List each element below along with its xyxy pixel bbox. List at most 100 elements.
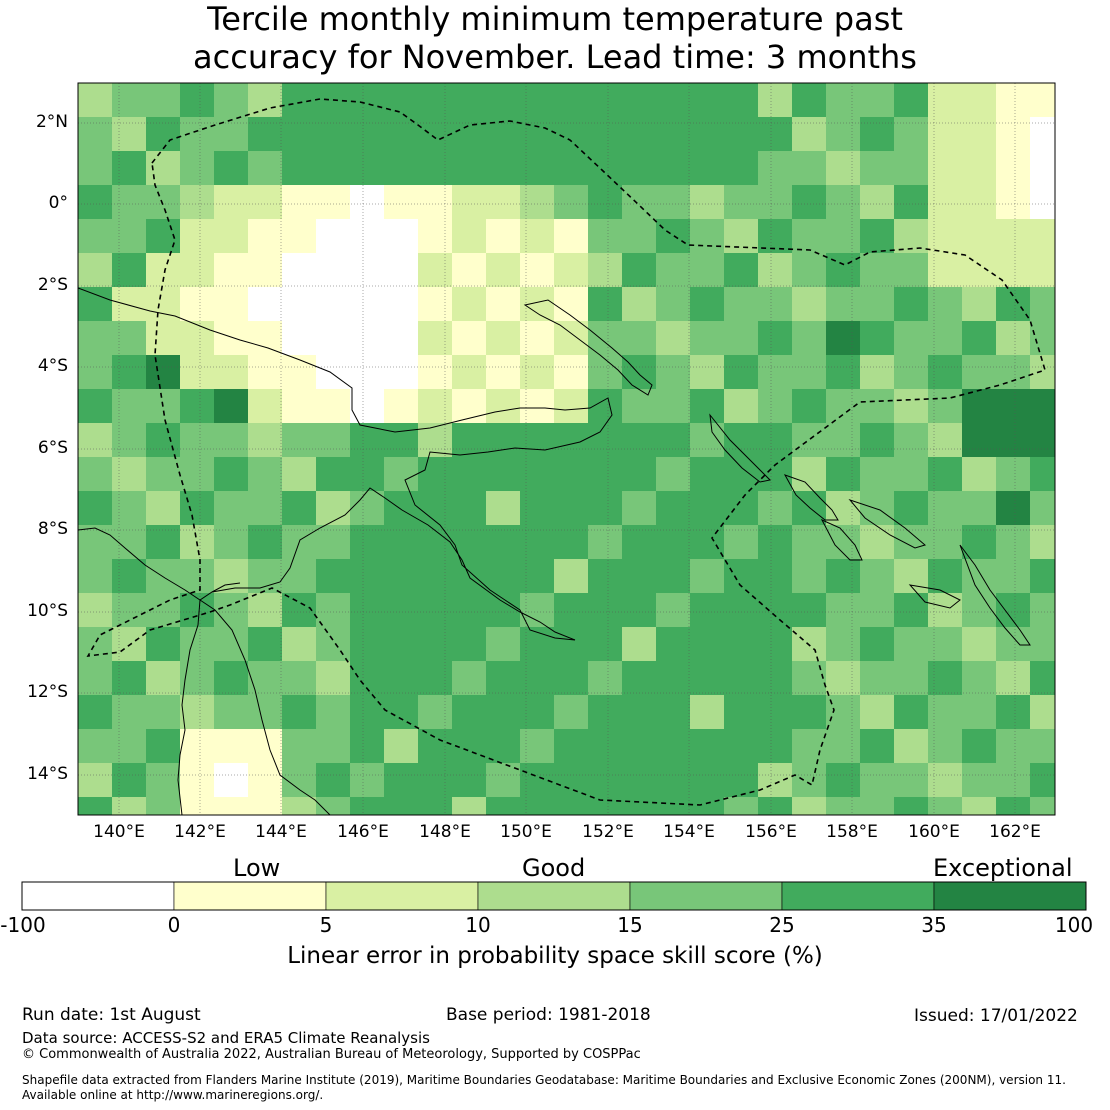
grid-cell	[1030, 797, 1055, 815]
grid-cell	[452, 185, 487, 220]
solomon-islands-coastline-1	[820, 518, 863, 561]
grid-cell	[724, 695, 759, 730]
grid-cell	[894, 219, 929, 254]
grid-cell	[792, 253, 827, 288]
grid-cell	[860, 763, 895, 798]
grid-cell	[384, 389, 419, 424]
lat-label-2s: 2°S	[37, 275, 68, 295]
grid-cell	[656, 423, 691, 458]
new-britain-coastline	[523, 299, 653, 396]
grid-cell	[962, 695, 997, 730]
grid-cell	[418, 627, 453, 662]
colorbar-swatch	[21, 881, 175, 911]
grid-cell	[860, 525, 895, 560]
grid-cell	[860, 695, 895, 730]
grid-cell	[452, 695, 487, 730]
grid-cell	[622, 389, 657, 424]
grid-cell	[452, 491, 487, 526]
grid-cell	[180, 491, 215, 526]
grid-cell	[248, 117, 283, 152]
grid-cell	[214, 525, 249, 560]
grid-cell	[860, 389, 895, 424]
grid-cell	[792, 287, 827, 322]
grid-cell	[554, 661, 589, 696]
grid-cell	[996, 151, 1031, 186]
grid-cell	[792, 321, 827, 356]
grid-cell	[282, 219, 317, 254]
grid-cell	[894, 355, 929, 390]
grid-cell	[656, 457, 691, 492]
grid-cell	[1030, 321, 1055, 356]
grid-cell	[248, 219, 283, 254]
grid-cell	[214, 491, 249, 526]
grid-cell	[78, 491, 113, 526]
grid-cell	[316, 729, 351, 764]
colorbar-tick-5: 5	[319, 913, 333, 937]
grid-cell	[384, 83, 419, 118]
grid-cell	[758, 627, 793, 662]
lon-label-154e: 154°E	[663, 822, 715, 842]
grid-cell	[894, 389, 929, 424]
grid-cell	[78, 763, 113, 798]
grid-cell	[656, 287, 691, 322]
grid-cell	[554, 593, 589, 628]
grid-cell	[316, 627, 351, 662]
grid-cell	[1030, 117, 1055, 152]
grid-cell	[690, 627, 725, 662]
grid-cell	[282, 729, 317, 764]
grid-cell	[180, 287, 215, 322]
grid-cell	[588, 559, 623, 594]
grid-cell	[588, 695, 623, 730]
grid-cell	[214, 83, 249, 118]
grid-cell	[690, 491, 725, 526]
grid-cell	[962, 151, 997, 186]
grid-cell	[350, 695, 385, 730]
grid-cell	[520, 117, 555, 152]
colorbar-frame	[21, 881, 1087, 911]
grid-cell	[384, 491, 419, 526]
grid-cell	[452, 253, 487, 288]
grid-cell	[78, 151, 113, 186]
grid-cell	[826, 457, 861, 492]
grid-cell	[214, 729, 249, 764]
grid-cell	[554, 797, 589, 815]
grid-cell	[860, 491, 895, 526]
grid-cell	[928, 287, 963, 322]
grid-cell	[112, 321, 147, 356]
grid-cell	[520, 219, 555, 254]
grid-cell	[656, 219, 691, 254]
grid-cell	[180, 321, 215, 356]
grid-cell	[690, 695, 725, 730]
grid-cell	[78, 593, 113, 628]
grid-cell	[486, 355, 521, 390]
torres-strait-coastline	[211, 582, 241, 593]
grid-cell	[860, 287, 895, 322]
grid-cell	[860, 729, 895, 764]
grid-cell	[724, 593, 759, 628]
grid-cell	[928, 185, 963, 220]
shapefile-credit-line-2: Available online at http://www.marinereg…	[22, 1088, 324, 1102]
grid-cell	[486, 491, 521, 526]
grid-cell	[146, 729, 181, 764]
grid-cell	[1030, 695, 1055, 730]
grid-cell	[928, 559, 963, 594]
grid-cell	[384, 219, 419, 254]
lon-label-152e: 152°E	[582, 822, 634, 842]
grid-cell	[418, 219, 453, 254]
grid-cell	[418, 389, 453, 424]
grid-cell	[894, 661, 929, 696]
grid-cell	[996, 321, 1031, 356]
grid-cell	[758, 457, 793, 492]
grid-cell	[282, 389, 317, 424]
grid-cell	[350, 457, 385, 492]
grid-cell	[656, 695, 691, 730]
grid-cell	[486, 253, 521, 288]
grid-cell	[962, 763, 997, 798]
grid-cell	[826, 763, 861, 798]
grid-cell	[282, 695, 317, 730]
grid-cell	[452, 763, 487, 798]
grid-cell	[520, 797, 555, 815]
grid-cell	[1030, 729, 1055, 764]
grid-cell	[112, 457, 147, 492]
